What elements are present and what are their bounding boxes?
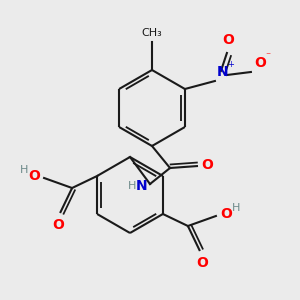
Text: O: O: [222, 33, 234, 47]
Text: N: N: [135, 179, 147, 193]
Circle shape: [253, 61, 263, 71]
Text: O: O: [254, 56, 266, 70]
Text: O: O: [220, 207, 232, 221]
Text: O: O: [28, 169, 40, 183]
Text: O: O: [196, 256, 208, 270]
Circle shape: [212, 70, 222, 80]
Text: O: O: [52, 218, 64, 232]
Text: CH₃: CH₃: [142, 28, 162, 38]
Text: H: H: [232, 203, 240, 213]
Circle shape: [224, 39, 234, 49]
Text: H: H: [128, 181, 136, 191]
Text: N: N: [217, 65, 229, 79]
Text: H: H: [20, 165, 28, 175]
Text: O: O: [201, 158, 213, 172]
Text: +: +: [227, 60, 234, 69]
Text: ⁻: ⁻: [265, 51, 270, 61]
